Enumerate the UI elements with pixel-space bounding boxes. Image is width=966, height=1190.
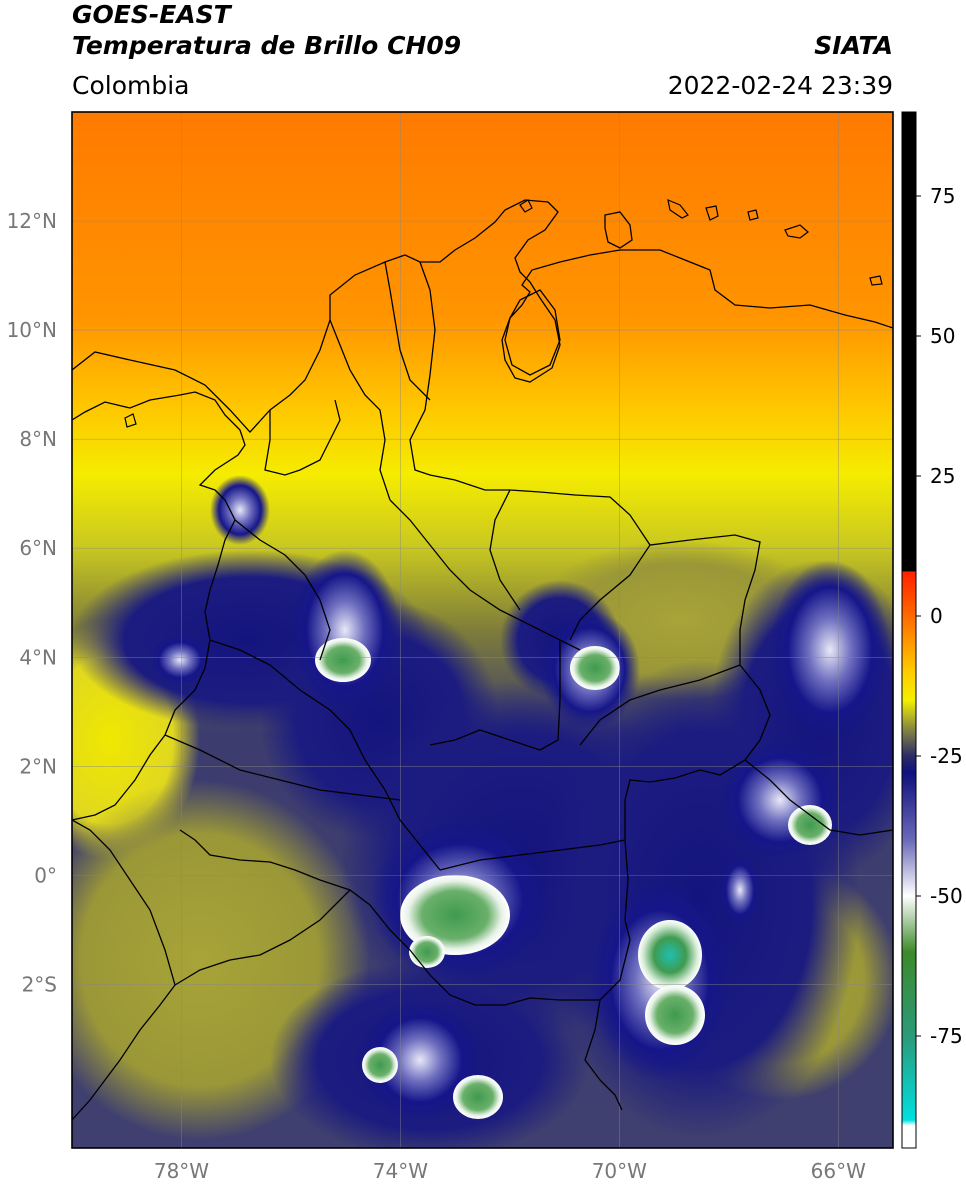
lat-tick-label: 6°N (19, 536, 57, 560)
internal-border-8 (164, 734, 401, 801)
internal-border-2 (329, 319, 391, 501)
cold-core-antioquia (315, 638, 371, 682)
peru-brazil-border (584, 999, 623, 1111)
island-tortuga (869, 275, 883, 286)
lon-tick-label: 70°W (592, 1159, 647, 1183)
island-blanquilla (747, 209, 759, 221)
island-curacao (667, 199, 689, 219)
lat-tick-label: 2°S (22, 972, 57, 996)
lat-tick-label: 12°N (7, 209, 57, 233)
lon-tick-label: 66°W (811, 1159, 866, 1183)
lat-tick-label: 8°N (19, 427, 57, 451)
colorbar-tick-labels: 75 50 25 0 -25 -50 -75 (916, 184, 963, 1048)
colorbar-tick-label: 0 (930, 604, 943, 628)
map-frame (71, 111, 894, 1149)
satellite-title: GOES-EAST (72, 0, 231, 29)
caribbean-coastline (72, 199, 893, 433)
borders-layer (72, 199, 893, 1121)
internal-border-6 (209, 639, 441, 871)
island-aruba (519, 199, 533, 213)
colorbar-tick-label: 75 (930, 184, 955, 208)
organization-label: SIATA (814, 31, 893, 60)
colorbar-tick-label: -75 (930, 1024, 963, 1048)
storm-cell-amazonas-ve (770, 560, 890, 740)
colorbar-tick-label: -25 (930, 744, 963, 768)
gridlines (72, 112, 893, 1148)
imagery-layer (72, 112, 893, 1148)
island-pearl (124, 413, 137, 428)
internal-border-7 (429, 640, 561, 751)
cold-core-vaupes (638, 920, 702, 990)
island-margarita (784, 224, 809, 239)
cold-core-putumayo (362, 1047, 398, 1083)
colorbar-tick-label: -50 (930, 884, 963, 908)
product-title: Temperatura de Brillo CH09 (72, 31, 462, 60)
lon-tick-label: 74°W (373, 1159, 428, 1183)
lake-maracaibo (504, 289, 561, 376)
internal-border-3 (384, 261, 431, 401)
cold-core-rio-negro (788, 805, 832, 845)
islands-layer (124, 199, 883, 428)
datetime-label: 2022-02-24 23:39 (667, 71, 893, 100)
internal-border-11 (569, 544, 651, 641)
cold-core-caqueta-west (409, 936, 445, 968)
cold-core-caqueta (400, 875, 510, 955)
paraguana (604, 211, 633, 249)
lat-tick-label: 2°N (19, 754, 57, 778)
storm-cell-putumayo (360, 1000, 480, 1120)
storm-cell-pacific (150, 635, 210, 685)
brazil-venezuela-border (744, 759, 893, 836)
colorbar: 75 50 25 0 -25 -50 -75 (901, 111, 963, 1149)
internal-border-12 (579, 664, 741, 746)
cold-core-vaupes-south (645, 985, 705, 1045)
storm-cell-rio-negro (720, 740, 840, 860)
internal-border-1 (264, 399, 341, 476)
island-bonaire (705, 205, 719, 221)
latitude-tick-labels: 12°N 10°N 8°N 6°N 4°N 2°N 0° 2°S (7, 209, 57, 996)
lat-tick-label: 4°N (19, 645, 57, 669)
internal-border-9 (439, 839, 626, 871)
colorbar-tick-label: 50 (930, 324, 955, 348)
storm-cell-panama (210, 475, 270, 545)
longitude-tick-labels: 78°W 74°W 70°W 66°W (154, 1159, 866, 1183)
internal-border-13 (174, 889, 351, 986)
lat-tick-label: 10°N (7, 318, 57, 342)
storm-cell-antioquia (290, 550, 400, 710)
lon-tick-label: 78°W (154, 1159, 209, 1183)
colorbar-scale (901, 111, 917, 1149)
colorbar-tick-label: 25 (930, 464, 955, 488)
internal-border-5 (389, 499, 581, 651)
colombia-peru-border (179, 829, 600, 1006)
region-label: Colombia (72, 71, 190, 100)
cold-core-meta (570, 646, 620, 690)
lat-tick-label: 0° (34, 863, 57, 887)
cold-core-amazonas (453, 1075, 503, 1119)
internal-border-4 (234, 519, 331, 661)
colombia-venezuela-border (409, 261, 771, 761)
storm-cell-guainia (720, 855, 760, 925)
internal-border-10 (489, 489, 521, 611)
colombia-brazil-border (599, 759, 746, 1001)
